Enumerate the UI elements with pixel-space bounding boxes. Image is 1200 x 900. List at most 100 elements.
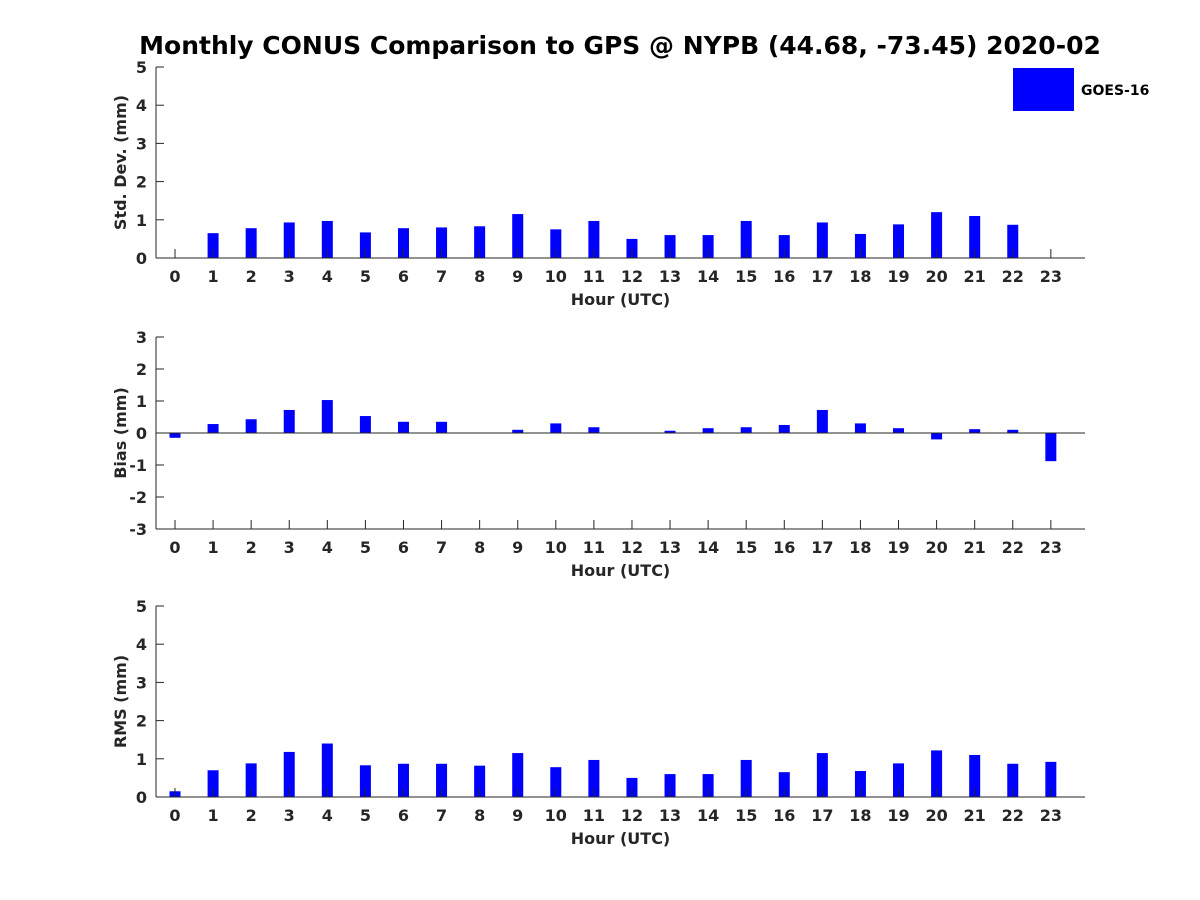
legend-label: GOES-16 [1081,83,1149,99]
bar-hour-19 [893,224,905,258]
x-tick-label: 17 [811,806,833,825]
x-tick-label: 2 [246,267,257,286]
bar-hour-0 [169,433,181,438]
x-tick-label: 21 [964,538,986,557]
y-tick-label: 4 [136,635,147,654]
bar-hour-8 [474,765,486,797]
bar-hour-7 [436,227,448,258]
x-tick-label: 7 [436,538,447,557]
bar-hour-4 [321,220,333,258]
bar-hour-17 [816,409,828,433]
x-tick-label: 15 [735,267,757,286]
x-tick-label: 23 [1040,538,1062,557]
bar-hour-19 [893,428,905,433]
legend: GOES-16 [1013,68,1149,111]
x-axis-label: Hour (UTC) [571,290,671,309]
x-tick-label: 20 [925,806,947,825]
x-tick-label: 19 [887,267,909,286]
x-tick-label: 16 [773,538,795,557]
x-tick-label: 17 [811,267,833,286]
x-tick-label: 20 [925,267,947,286]
x-tick-label: 16 [773,806,795,825]
bar-hour-12 [626,777,638,797]
bar-hour-9 [512,429,524,433]
bar-hour-18 [854,771,866,797]
bar-hour-22 [1007,763,1019,797]
y-tick-label: 2 [136,360,147,379]
x-tick-label: 17 [811,538,833,557]
bar-hour-2 [245,763,257,797]
x-axis-label: Hour (UTC) [571,829,671,848]
x-tick-label: 11 [583,538,605,557]
x-tick-label: 10 [545,267,567,286]
x-tick-label: 9 [512,267,523,286]
bar-hour-3 [283,222,295,258]
bar-hour-20 [931,212,943,258]
x-tick-label: 20 [925,538,947,557]
bar-hour-10 [550,229,562,258]
x-tick-label: 0 [169,538,180,557]
bar-hour-5 [359,416,371,433]
x-tick-label: 1 [208,267,219,286]
y-tick-label: 3 [136,134,147,153]
x-tick-label: 0 [169,806,180,825]
bar-hour-6 [397,228,409,258]
bar-hour-9 [512,753,524,797]
y-axis-label: RMS (mm) [111,655,130,748]
x-tick-label: 11 [583,267,605,286]
y-tick-label: 0 [136,424,147,443]
y-tick-label: -3 [129,520,147,539]
x-tick-label: 6 [398,538,409,557]
bar-hour-14 [702,774,714,797]
x-tick-label: 4 [322,806,333,825]
bar-hour-1 [207,770,219,797]
x-tick-label: 16 [773,267,795,286]
bar-hour-21 [969,754,981,797]
x-tick-label: 18 [849,267,871,286]
x-tick-label: 13 [659,538,681,557]
x-tick-label: 5 [360,806,371,825]
bar-hour-11 [588,759,600,797]
y-tick-label: 3 [136,328,147,347]
x-tick-label: 22 [1002,806,1024,825]
x-tick-label: 3 [284,267,295,286]
x-tick-label: 6 [398,267,409,286]
x-tick-label: 8 [474,538,485,557]
bar-hour-15 [740,220,752,258]
x-tick-label: 15 [735,538,757,557]
x-tick-label: 8 [474,267,485,286]
x-tick-label: 13 [659,806,681,825]
y-tick-label: 0 [136,788,147,807]
bar-hour-16 [778,235,790,258]
bar-hour-13 [664,774,676,797]
x-tick-label: 22 [1002,267,1024,286]
x-tick-label: 3 [284,806,295,825]
x-tick-label: 5 [360,267,371,286]
x-tick-label: 15 [735,806,757,825]
x-tick-label: 14 [697,538,719,557]
bar-hour-12 [626,238,638,258]
bar-hour-18 [854,423,866,433]
y-tick-label: 0 [136,249,147,268]
x-tick-label: 5 [360,538,371,557]
bar-hour-8 [474,226,486,258]
bar-hour-2 [245,419,257,433]
x-tick-label: 3 [284,538,295,557]
y-tick-label: 2 [136,173,147,192]
x-tick-label: 1 [208,538,219,557]
y-axis-label: Bias (mm) [111,387,130,479]
x-tick-label: 12 [621,267,643,286]
x-tick-label: 14 [697,267,719,286]
bar-hour-4 [321,743,333,797]
bar-hour-1 [207,424,219,433]
x-tick-label: 0 [169,267,180,286]
bar-hour-9 [512,214,524,258]
bar-hour-17 [816,753,828,797]
x-tick-label: 18 [849,538,871,557]
x-tick-label: 23 [1040,806,1062,825]
bar-hour-15 [740,427,752,433]
bar-hour-7 [436,763,448,797]
